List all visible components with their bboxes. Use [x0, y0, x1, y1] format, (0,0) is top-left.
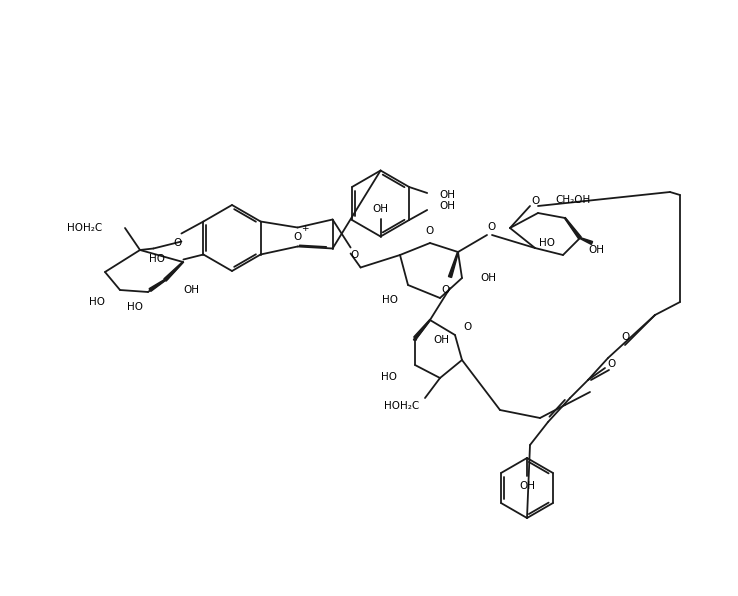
Text: HO: HO: [89, 297, 105, 307]
Text: HOH₂C: HOH₂C: [66, 223, 102, 233]
Text: O: O: [608, 359, 616, 369]
Text: O: O: [426, 226, 434, 236]
Text: O: O: [294, 231, 302, 241]
Text: OH: OH: [433, 335, 449, 345]
Polygon shape: [580, 238, 593, 244]
Text: OH: OH: [373, 204, 389, 215]
Text: OH: OH: [439, 201, 455, 211]
Polygon shape: [164, 262, 183, 281]
Text: OH: OH: [183, 285, 199, 295]
Text: +: +: [301, 224, 308, 233]
Text: OH: OH: [588, 245, 604, 255]
Text: OH: OH: [439, 190, 455, 200]
Text: CH₂OH: CH₂OH: [555, 195, 590, 205]
Polygon shape: [414, 319, 430, 339]
Text: O: O: [487, 222, 495, 232]
Text: OH: OH: [519, 481, 535, 491]
Text: OH: OH: [480, 273, 496, 283]
Text: HO: HO: [381, 372, 397, 382]
Text: HOH₂C: HOH₂C: [384, 401, 420, 411]
Text: O: O: [351, 250, 359, 260]
Text: O: O: [621, 332, 629, 342]
Text: HO: HO: [382, 295, 398, 305]
Text: O: O: [532, 196, 540, 206]
Text: O: O: [463, 322, 471, 332]
Text: HO: HO: [127, 302, 143, 312]
Polygon shape: [565, 218, 582, 239]
Text: O: O: [442, 285, 450, 295]
Text: HO: HO: [539, 238, 555, 248]
Polygon shape: [449, 252, 458, 278]
Text: O: O: [173, 238, 182, 249]
Polygon shape: [149, 278, 168, 291]
Text: HO: HO: [149, 254, 165, 265]
Polygon shape: [413, 338, 416, 340]
